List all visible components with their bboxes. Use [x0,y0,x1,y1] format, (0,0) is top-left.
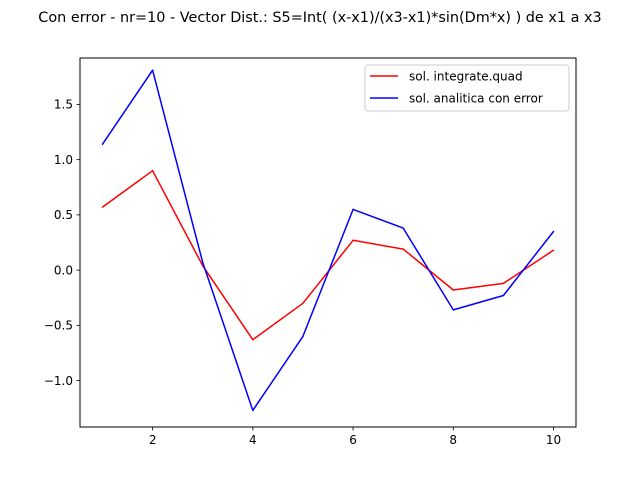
x-tick-label: 2 [149,433,157,447]
series-1-point [452,289,455,291]
series-1-point [101,206,104,208]
legend: sol. integrate.quad sol. analitica con er… [364,64,570,112]
series-layer [101,69,555,412]
legend-label: sol. analitica con error [409,92,543,106]
chart-title: Con error - nr=10 - Vector Dist.: S5=Int… [38,10,601,26]
y-tick-label: 0.0 [54,263,73,277]
legend-box [364,64,570,112]
x-tick-label: 8 [449,433,457,447]
y-tick-label: −1.0 [44,374,73,388]
series-2-point [352,208,354,211]
legend-label: sol. integrate.quad [409,70,523,84]
series-2-point [252,409,254,412]
series-2-point [151,69,154,71]
series-2-point [502,294,505,297]
x-tick-label: 10 [546,433,561,447]
y-tick-label: 0.5 [54,208,73,222]
series-2-point [101,143,104,145]
y-tick-label: 1.0 [54,153,73,167]
plot-area [80,58,576,427]
series-line-2 [101,69,555,412]
x-tick-label: 4 [249,433,257,447]
series-2-point [201,261,204,264]
series-1-point [151,169,154,172]
series-1-point [552,249,555,251]
y-axis: −1.0 −0.5 0.0 0.5 1.0 1.5 [44,98,80,388]
series-1-point [402,248,404,250]
series-1-point [252,338,254,341]
series-1-point [302,302,304,305]
series-1-point [502,282,505,285]
x-tick-label: 6 [349,433,357,447]
axes-frame [79,57,577,428]
series-1-point [352,239,354,242]
series-2-point [552,230,555,233]
series-2-point [402,227,404,229]
series-2-point [302,335,304,338]
y-tick-label: −0.5 [44,319,73,333]
x-axis: 2 4 6 8 10 [149,427,561,447]
y-tick-label: 1.5 [54,98,73,112]
series-2-point [452,309,455,311]
